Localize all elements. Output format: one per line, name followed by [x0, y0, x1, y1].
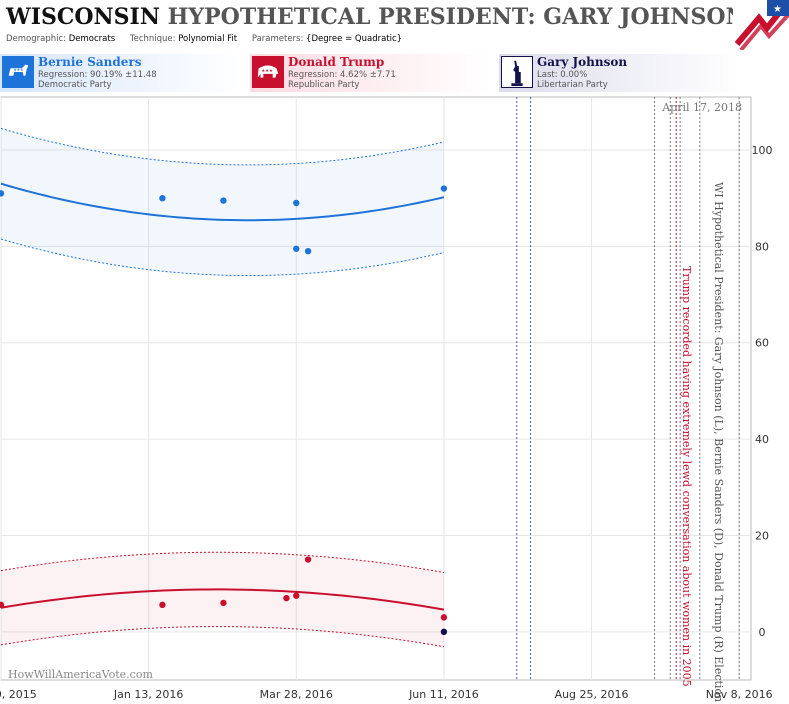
candidate-stat: Regression: 4.62% ±7.71: [288, 70, 396, 80]
candidate-card-sanders: ★★★ Bernie Sanders Regression: 90.19% ±1…: [0, 54, 240, 92]
data-point: [159, 194, 166, 202]
parameters-value: {Degree = Quadratic}: [306, 34, 403, 44]
candidate-name: Bernie Sanders: [38, 55, 142, 69]
poll-chart: 0 20 40 60 80 100 Oct 30, 2015 Jan 13, 2016 Mar …: [0, 96, 773, 702]
data-point: [0, 601, 5, 609]
data-point: [293, 592, 300, 599]
data-point: [0, 190, 5, 197]
candidate-party: Democratic Party: [38, 80, 112, 90]
trend-line: [0, 182, 445, 222]
plot-area: [0, 96, 752, 681]
technique-value: Polynomial Fit: [178, 34, 238, 44]
data-point: [283, 594, 290, 602]
y-tick-label: 40: [755, 433, 769, 446]
x-tick-label: Nov 8, 2016: [706, 688, 773, 701]
x-tick-label: Mar 28, 2016: [260, 688, 333, 701]
data-point: [440, 614, 448, 621]
technique-label: Technique:: [129, 34, 176, 44]
elephant-icon: ★★★: [252, 56, 284, 88]
y-axis-label: WI Hypothetical President: Gary Johnson …: [712, 182, 725, 702]
y-tick-label: 60: [755, 337, 769, 350]
x-tick-label: Jan 13, 2016: [113, 688, 183, 701]
data-point: [304, 556, 312, 563]
band-lower: [0, 238, 445, 277]
svg-text:★★★: ★★★: [13, 68, 24, 72]
y-tick-label: 20: [755, 529, 769, 542]
data-point: [220, 599, 227, 607]
page-title: WISCONSIN HYPOTHETICAL PRESIDENT: GARY J…: [6, 4, 789, 30]
candidate-party: Republican Party: [288, 80, 360, 90]
candidate-stat: Last: 0.00%: [537, 70, 588, 80]
trend-line: [0, 588, 445, 611]
band-upper: [0, 127, 445, 166]
date-label: April 17, 2018: [661, 101, 742, 114]
event-annotation: Trump recorded having extremely lewd con…: [680, 266, 693, 687]
y-tick-label: 80: [755, 240, 769, 253]
parameters-line: Demographic: Democrats Technique: Polyno…: [6, 34, 414, 44]
candidate-card-trump: ★★★ Donald Trump Regression: 4.62% ±7.71…: [250, 54, 490, 92]
statue-of-liberty-icon: [501, 56, 533, 88]
watermark: HowWillAmericaVote.com: [8, 668, 153, 681]
candidate-stat: Regression: 90.19% ±11.48: [38, 70, 157, 80]
header: WISCONSIN HYPOTHETICAL PRESIDENT: GARY J…: [0, 0, 789, 52]
y-tick-label: 100: [752, 144, 773, 157]
data-point: [304, 247, 312, 255]
flag-logo-icon: ★: [733, 0, 789, 50]
y-tick-label: 0: [759, 626, 766, 639]
data-point: [293, 245, 300, 252]
donkey-icon: ★★★: [2, 56, 34, 88]
data-point: [159, 601, 166, 609]
candidate-card-johnson: Gary Johnson Last: 0.00% Libertarian Par…: [499, 54, 739, 92]
demographic-label: Demographic:: [6, 34, 67, 44]
parameters-label: Parameters:: [251, 34, 304, 44]
demographic-value: Democrats: [68, 34, 116, 44]
candidate-party: Libertarian Party: [537, 80, 608, 90]
title-race: HYPOTHETICAL PRESIDENT: GARY JOHNSON (L)…: [167, 4, 789, 30]
data-point: [440, 185, 448, 192]
data-point: [440, 628, 448, 636]
candidate-name: Gary Johnson: [537, 55, 628, 69]
candidate-legend: ★★★ Bernie Sanders Regression: 90.19% ±1…: [0, 54, 789, 94]
candidate-name: Donald Trump: [288, 55, 385, 69]
svg-text:★★★: ★★★: [261, 68, 273, 73]
x-tick-label: Aug 25, 2016: [555, 688, 629, 701]
data-point: [293, 199, 300, 207]
x-tick-label: Oct 30, 2015: [0, 688, 37, 701]
title-state: WISCONSIN: [6, 4, 160, 30]
x-tick-label: Jun 11, 2016: [408, 688, 479, 701]
svg-text:★: ★: [773, 4, 782, 15]
data-point: [220, 197, 227, 204]
confidence-band: [1, 552, 444, 647]
